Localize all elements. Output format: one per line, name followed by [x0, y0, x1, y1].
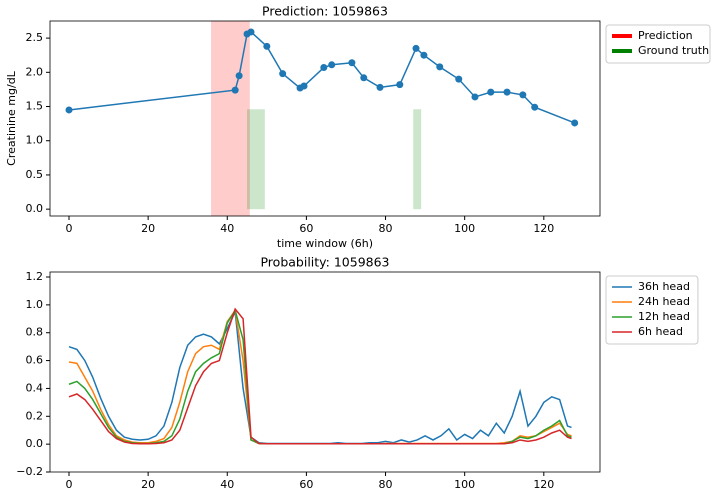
data-point: [300, 82, 308, 90]
data-point: [247, 28, 255, 36]
y-tick-label: 1.5: [26, 100, 44, 113]
data-point: [487, 88, 495, 96]
data-point: [360, 74, 368, 82]
data-point: [436, 63, 444, 71]
data-point: [519, 91, 527, 99]
y-tick-label: 0.4: [26, 381, 44, 394]
y-tick-label: 1.0: [26, 134, 44, 147]
data-point: [503, 88, 511, 96]
x-tick-label: 0: [65, 478, 72, 491]
y-tick-label: 0.2: [26, 409, 44, 422]
data-point: [235, 72, 243, 80]
x-tick-label: 120: [533, 222, 554, 235]
series-line: [68, 309, 572, 445]
x-tick-label: 0: [65, 222, 72, 235]
data-point: [65, 106, 73, 114]
data-point: [455, 75, 463, 83]
legend-label: 12h head: [638, 310, 690, 323]
y-tick-label: 2.0: [26, 65, 44, 78]
y-tick-label: 0.6: [26, 354, 44, 367]
x-tick-label: 40: [220, 222, 234, 235]
axes-frame: [49, 20, 601, 217]
data-point: [571, 119, 579, 127]
data-point: [396, 81, 404, 89]
legend-label: 36h head: [638, 280, 690, 293]
data-point: [348, 59, 356, 67]
data-point: [471, 93, 479, 101]
x-tick-label: 20: [141, 478, 155, 491]
legend-label: Prediction: [638, 29, 693, 42]
x-tick-label: 60: [299, 478, 313, 491]
legend-label: 6h head: [638, 325, 683, 338]
data-point: [320, 64, 328, 72]
span: [247, 109, 265, 210]
series-line: [68, 307, 572, 445]
y-tick-label: 0.0: [26, 202, 44, 215]
x-tick-label: 80: [379, 478, 393, 491]
legend: 36h head 24h head 12h head 6h head: [605, 275, 699, 345]
data-point: [279, 70, 287, 78]
y-tick-label: 0.0: [26, 437, 44, 450]
chart-title: Probability: 1059863: [260, 255, 389, 270]
y-tick-label: −0.2: [16, 465, 43, 478]
y-tick-label: 1.0: [26, 298, 44, 311]
data-point: [531, 103, 539, 111]
legend: Prediction Ground truth: [605, 24, 711, 64]
x-tick-label: 100: [454, 478, 475, 491]
x-tick-label: 20: [141, 222, 155, 235]
span: [413, 109, 422, 210]
x-tick-label: 100: [454, 222, 475, 235]
data-point: [263, 42, 271, 50]
y-tick-label: 0.8: [26, 326, 44, 339]
data-point: [328, 61, 336, 69]
data-point: [376, 83, 384, 91]
data-point: [420, 51, 428, 59]
legend-label: Ground truth: [638, 44, 709, 57]
chart-title: Prediction: 1059863: [262, 4, 388, 19]
legend-label: 24h head: [638, 295, 690, 308]
x-tick-label: 60: [299, 222, 313, 235]
y-axis-label: Creatinine mg/dL: [5, 70, 18, 165]
x-axis-label: time window (6h): [277, 237, 373, 250]
series-line: [68, 31, 575, 124]
legend-box: [605, 275, 699, 345]
y-tick-label: 2.5: [26, 31, 44, 44]
x-tick-label: 40: [220, 478, 234, 491]
data-point: [412, 44, 420, 52]
x-tick-label: 120: [533, 478, 554, 491]
x-tick-label: 80: [379, 222, 393, 235]
data-point: [231, 86, 239, 94]
y-tick-label: 0.5: [26, 168, 44, 181]
y-tick-label: 1.2: [26, 270, 44, 283]
axes-frame: [49, 271, 601, 473]
